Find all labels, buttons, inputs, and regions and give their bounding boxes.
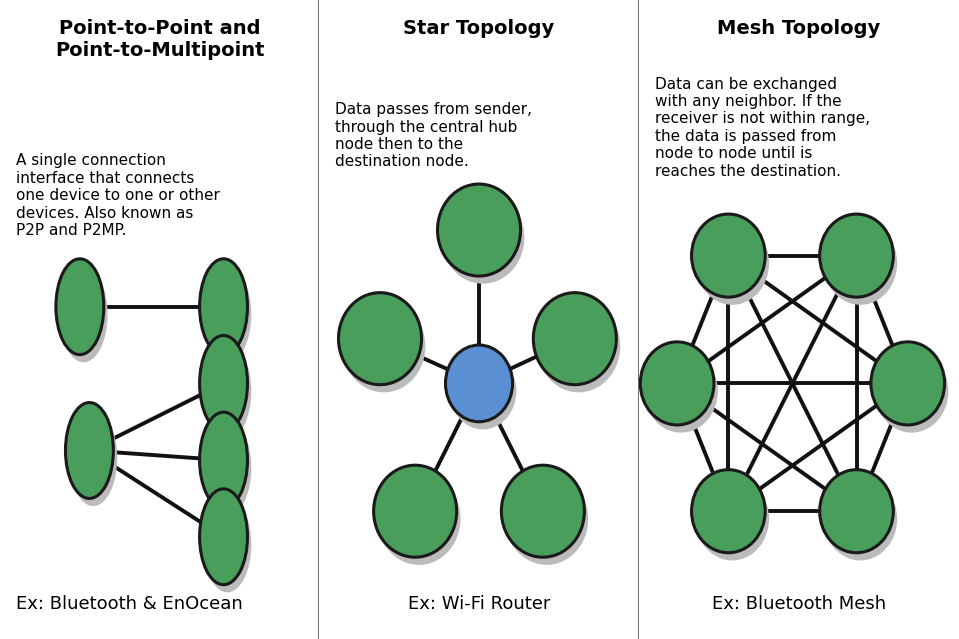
Ellipse shape xyxy=(342,300,426,392)
Ellipse shape xyxy=(69,410,117,506)
Ellipse shape xyxy=(824,477,898,560)
Ellipse shape xyxy=(875,350,948,433)
Ellipse shape xyxy=(199,335,247,431)
Ellipse shape xyxy=(505,473,588,565)
Ellipse shape xyxy=(824,222,898,305)
Ellipse shape xyxy=(695,477,769,560)
Ellipse shape xyxy=(695,222,769,305)
Ellipse shape xyxy=(203,343,251,439)
Ellipse shape xyxy=(502,465,584,557)
Ellipse shape xyxy=(820,214,894,297)
Ellipse shape xyxy=(820,470,894,553)
Ellipse shape xyxy=(374,465,456,557)
Ellipse shape xyxy=(537,300,620,392)
Ellipse shape xyxy=(644,350,717,433)
Text: Ex: Bluetooth & EnOcean: Ex: Bluetooth & EnOcean xyxy=(16,596,243,613)
Ellipse shape xyxy=(199,259,247,355)
Ellipse shape xyxy=(339,293,422,385)
Text: Ex: Wi-Fi Router: Ex: Wi-Fi Router xyxy=(408,596,550,613)
Ellipse shape xyxy=(446,345,512,422)
Ellipse shape xyxy=(691,214,765,297)
Text: Star Topology: Star Topology xyxy=(404,19,554,38)
Text: Data passes from sender,
through the central hub
node then to the
destination no: Data passes from sender, through the cen… xyxy=(336,102,532,169)
Ellipse shape xyxy=(441,192,525,284)
Ellipse shape xyxy=(533,293,617,385)
Ellipse shape xyxy=(199,412,247,508)
Ellipse shape xyxy=(203,266,251,362)
Ellipse shape xyxy=(59,266,107,362)
Ellipse shape xyxy=(203,420,251,516)
Text: Point-to-Point and
Point-to-Multipoint: Point-to-Point and Point-to-Multipoint xyxy=(55,19,265,60)
Text: Mesh Topology: Mesh Topology xyxy=(717,19,880,38)
Ellipse shape xyxy=(199,489,247,585)
Ellipse shape xyxy=(65,403,113,498)
Ellipse shape xyxy=(691,470,765,553)
Ellipse shape xyxy=(437,184,521,276)
Ellipse shape xyxy=(450,353,516,429)
Ellipse shape xyxy=(871,342,945,425)
Ellipse shape xyxy=(203,497,251,592)
Ellipse shape xyxy=(641,342,713,425)
Ellipse shape xyxy=(56,259,104,355)
Text: Ex: Bluetooth Mesh: Ex: Bluetooth Mesh xyxy=(712,596,886,613)
Text: A single connection
interface that connects
one device to one or other
devices. : A single connection interface that conne… xyxy=(16,153,220,238)
Text: Data can be exchanged
with any neighbor. If the
receiver is not within range,
th: Data can be exchanged with any neighbor.… xyxy=(655,77,870,179)
Ellipse shape xyxy=(378,473,460,565)
